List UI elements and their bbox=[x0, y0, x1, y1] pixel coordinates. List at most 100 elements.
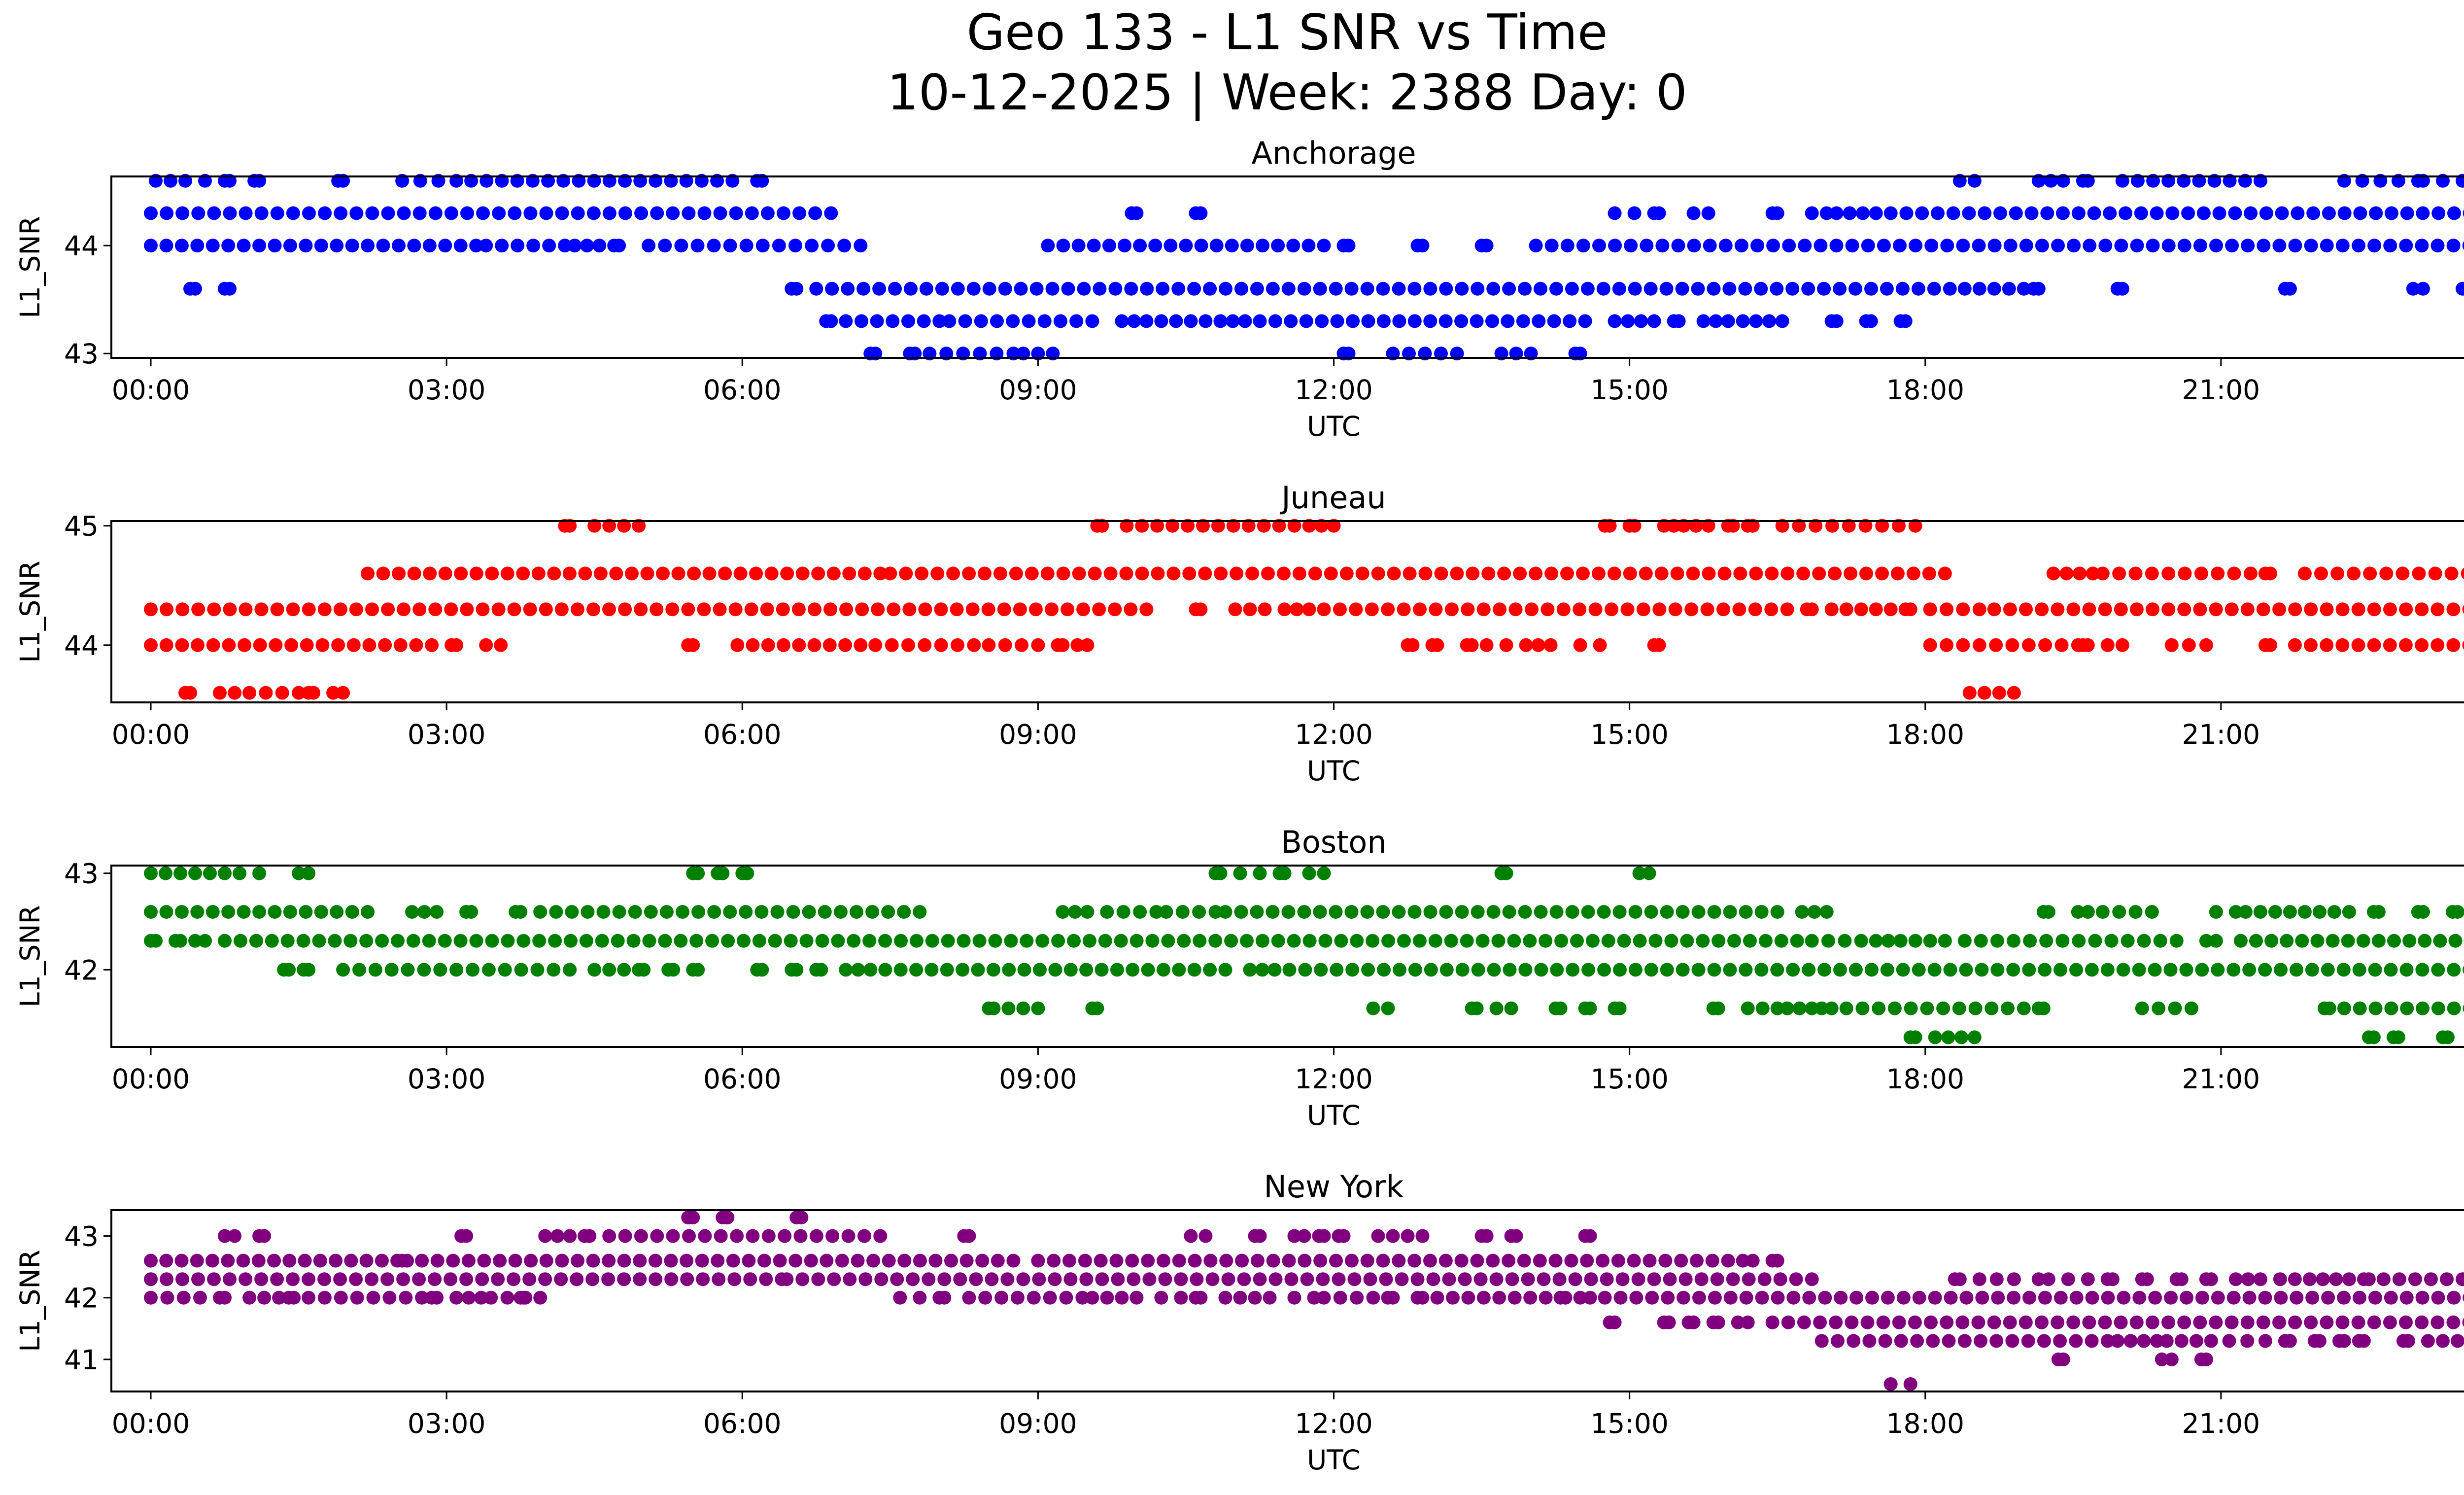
data-point bbox=[144, 1272, 158, 1286]
data-point bbox=[1175, 905, 1190, 919]
data-point bbox=[1214, 566, 1228, 581]
data-point bbox=[330, 905, 344, 919]
data-point bbox=[2225, 239, 2239, 253]
data-point bbox=[1775, 519, 1789, 533]
data-point bbox=[1518, 281, 1532, 296]
data-point bbox=[873, 566, 888, 581]
data-point bbox=[941, 934, 955, 948]
data-point bbox=[1426, 1272, 1440, 1286]
data-point bbox=[737, 934, 751, 948]
data-point bbox=[913, 905, 927, 919]
data-point bbox=[1848, 281, 1862, 296]
x-tick-label: 06:00 bbox=[703, 374, 782, 406]
data-point bbox=[2224, 602, 2239, 617]
data-point bbox=[2098, 239, 2113, 253]
data-point bbox=[649, 1272, 663, 1286]
data-point bbox=[1009, 566, 1023, 581]
data-point bbox=[691, 866, 705, 880]
data-point bbox=[1612, 281, 1626, 296]
data-point bbox=[1035, 934, 1050, 948]
data-point bbox=[842, 566, 856, 581]
data-point bbox=[1133, 905, 1147, 919]
data-point bbox=[618, 1229, 632, 1243]
data-point bbox=[283, 905, 297, 919]
scatter-series-juneau bbox=[144, 519, 2464, 700]
data-point bbox=[1534, 905, 1548, 919]
data-point bbox=[1818, 1290, 1832, 1305]
data-point bbox=[2177, 602, 2191, 617]
data-point bbox=[1801, 281, 1815, 296]
data-point bbox=[1145, 934, 1160, 948]
data-point bbox=[1067, 934, 1081, 948]
data-point bbox=[1471, 905, 1485, 919]
data-point bbox=[1194, 206, 1208, 220]
data-point bbox=[1819, 905, 1834, 919]
data-point bbox=[795, 566, 810, 581]
data-point bbox=[412, 602, 427, 617]
data-point bbox=[2150, 206, 2164, 220]
data-point bbox=[2085, 1334, 2099, 1348]
data-point bbox=[2440, 1272, 2454, 1286]
data-point bbox=[376, 566, 390, 581]
data-point bbox=[1591, 566, 1606, 581]
data-point bbox=[270, 206, 284, 220]
data-point bbox=[1716, 602, 1730, 617]
data-point bbox=[1095, 519, 1109, 533]
x-axis-label: UTC bbox=[1307, 1100, 1361, 1131]
data-point bbox=[1410, 1272, 1425, 1286]
data-point bbox=[1899, 206, 1914, 220]
data-point bbox=[317, 1272, 332, 1286]
data-point bbox=[328, 934, 342, 948]
data-point bbox=[934, 602, 948, 617]
data-point bbox=[1344, 281, 1359, 296]
data-point bbox=[851, 1253, 865, 1268]
data-point bbox=[1056, 239, 1070, 253]
data-point bbox=[587, 519, 602, 533]
data-point bbox=[1415, 239, 1430, 253]
data-point bbox=[2272, 1315, 2286, 1329]
data-point bbox=[1521, 1272, 1535, 1286]
data-point bbox=[2035, 239, 2049, 253]
data-point bbox=[1936, 1001, 1951, 1015]
data-point bbox=[2002, 281, 2016, 296]
data-point bbox=[972, 934, 987, 948]
data-point bbox=[1565, 281, 1579, 296]
x-tick-label: 06:00 bbox=[703, 1408, 782, 1439]
data-point bbox=[1732, 602, 1746, 617]
data-point bbox=[2007, 1272, 2021, 1286]
data-point bbox=[2320, 239, 2334, 253]
data-point bbox=[2073, 566, 2087, 581]
data-point bbox=[2268, 905, 2282, 919]
data-point bbox=[585, 1272, 600, 1286]
data-point bbox=[315, 638, 330, 652]
x-tick-label: 15:00 bbox=[1590, 1408, 1669, 1439]
data-point bbox=[760, 602, 774, 617]
data-point bbox=[752, 934, 766, 948]
data-point bbox=[878, 963, 892, 977]
data-point bbox=[1492, 1290, 1506, 1305]
data-point bbox=[449, 1290, 464, 1305]
data-point bbox=[2447, 1290, 2461, 1305]
data-point bbox=[1796, 566, 1811, 581]
data-point bbox=[1660, 905, 1674, 919]
data-point bbox=[659, 905, 674, 919]
data-point bbox=[314, 239, 328, 253]
data-point bbox=[626, 934, 641, 948]
data-point bbox=[2462, 640, 2464, 650]
data-point bbox=[746, 1229, 760, 1243]
data-point bbox=[333, 1272, 347, 1286]
data-point bbox=[2305, 1290, 2320, 1305]
data-point bbox=[1881, 934, 1895, 948]
data-point bbox=[882, 1253, 896, 1268]
data-point bbox=[500, 566, 514, 581]
data-point bbox=[1668, 602, 1682, 617]
data-point bbox=[851, 963, 865, 977]
data-point bbox=[1015, 638, 1028, 652]
data-point bbox=[1363, 1272, 1377, 1286]
data-point bbox=[1608, 314, 1622, 328]
data-point bbox=[508, 1253, 522, 1268]
data-point bbox=[582, 1229, 597, 1243]
data-point bbox=[1088, 566, 1102, 581]
data-point bbox=[1100, 905, 1114, 919]
data-point bbox=[1581, 963, 1596, 977]
